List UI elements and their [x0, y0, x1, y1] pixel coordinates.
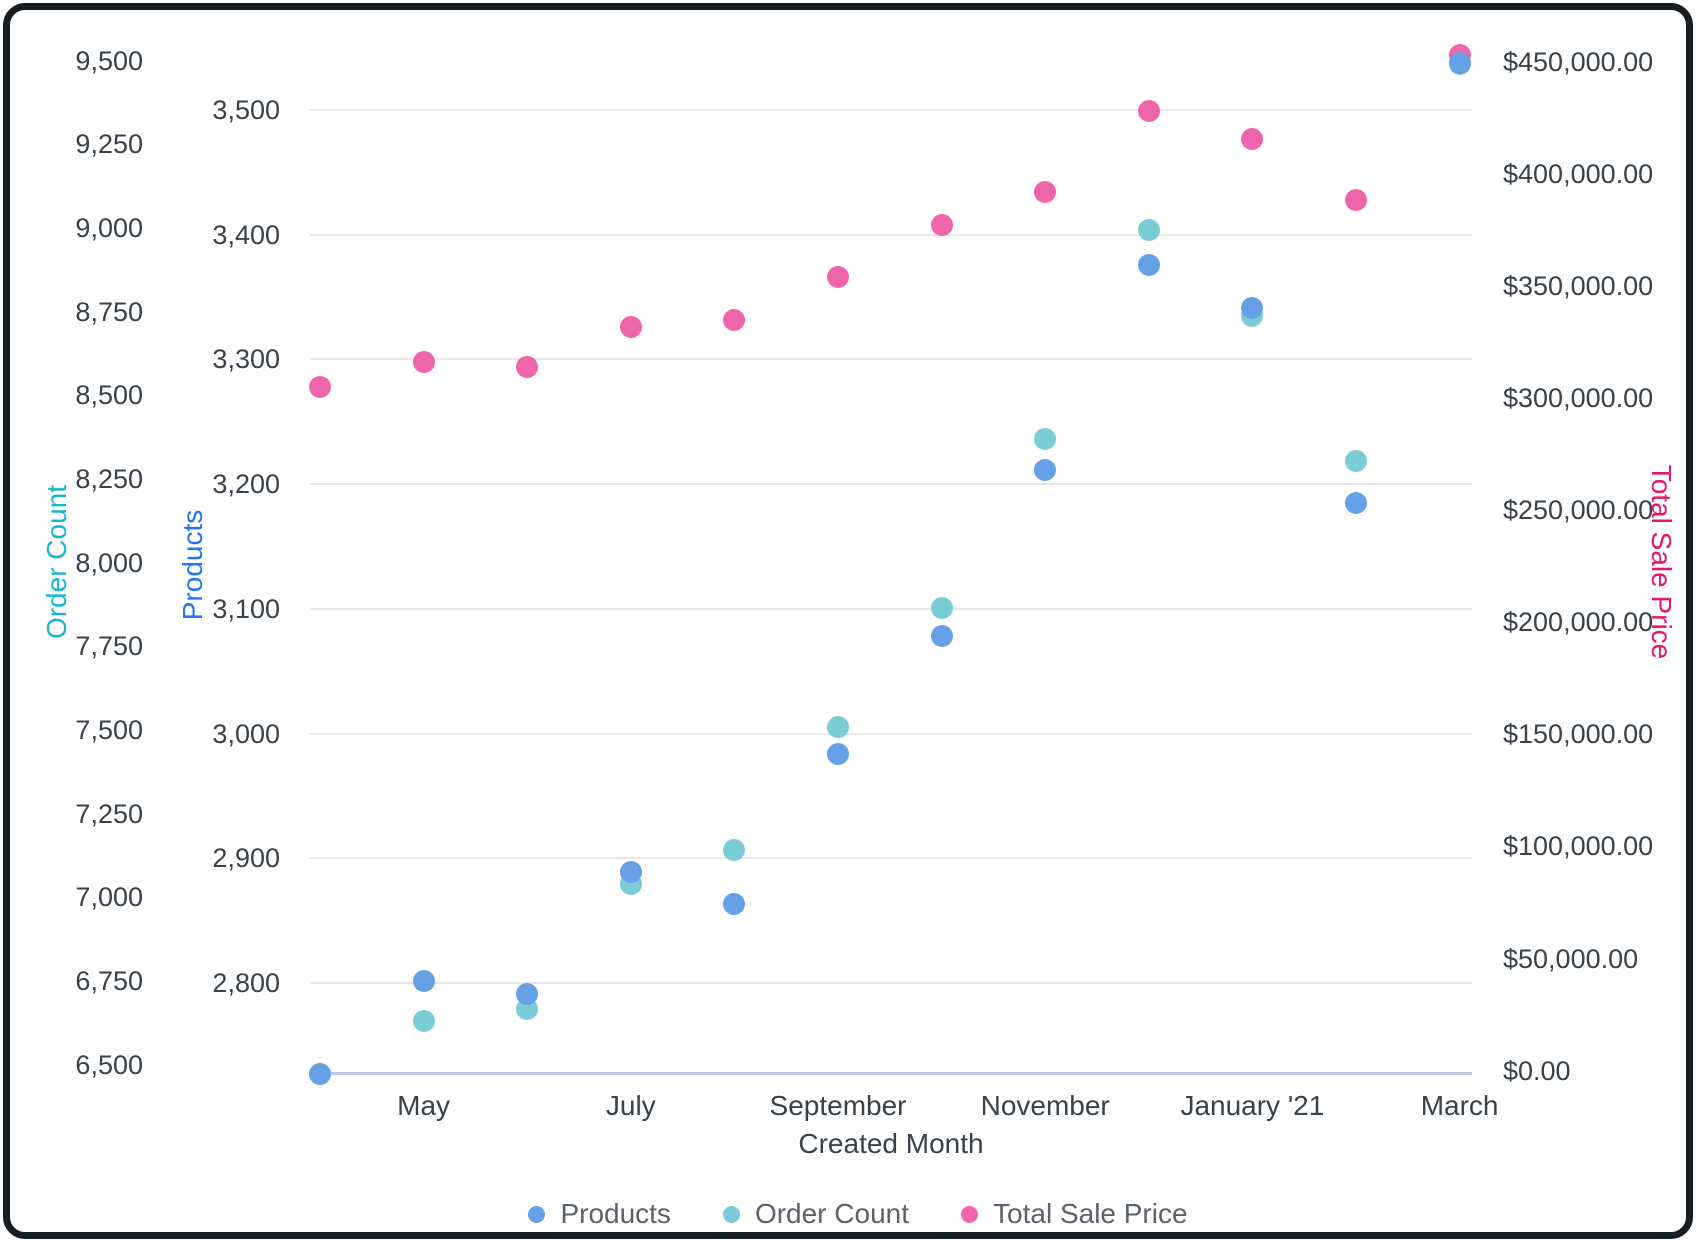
order-count-point[interactable]: [1345, 449, 1367, 472]
order-count-point[interactable]: [827, 715, 849, 738]
order-count-point[interactable]: [1034, 427, 1057, 450]
order-count-tick: 9,250: [75, 129, 143, 160]
order-count-tick: 7,750: [75, 631, 143, 662]
products-tick: 2,900: [212, 843, 280, 874]
total-sale-price-tick: $100,000.00: [1503, 831, 1654, 862]
order-count-tick: 8,250: [75, 463, 143, 494]
products-tick: 3,400: [212, 219, 280, 250]
gridline: [310, 109, 1472, 111]
products-tick: 3,300: [212, 344, 280, 375]
products-tick: 3,100: [212, 593, 280, 624]
gridline: [310, 982, 1472, 984]
products-point[interactable]: [619, 861, 642, 883]
total-sale-price-point[interactable]: [1345, 189, 1367, 212]
products-point[interactable]: [930, 625, 953, 648]
x-axis-label: November: [980, 1090, 1110, 1121]
total-sale-price-point[interactable]: [1137, 100, 1160, 123]
total-sale-price-point[interactable]: [412, 351, 435, 374]
order-count-tick: 9,000: [75, 213, 143, 243]
products-tick: 3,000: [212, 718, 280, 749]
products-point[interactable]: [1137, 253, 1160, 276]
x-axis-label: July: [605, 1090, 656, 1121]
legend-dot: [961, 1205, 979, 1223]
order-count-point[interactable]: [723, 839, 746, 862]
products-point[interactable]: [1448, 51, 1471, 74]
chart-legend: Products Order Count Total Sale Price: [10, 1198, 1686, 1230]
gridline: [310, 233, 1472, 236]
products-tick: 3,200: [212, 469, 280, 500]
legend-label: Total Sale Price: [993, 1198, 1188, 1229]
products-point[interactable]: [723, 893, 746, 916]
gridline: [310, 732, 1472, 735]
total-sale-price-tick: $400,000.00: [1503, 158, 1654, 189]
products-point[interactable]: [827, 742, 849, 765]
total-sale-price-point[interactable]: [1241, 128, 1264, 151]
gridline: [310, 358, 1472, 361]
gridline: [310, 607, 1472, 610]
order-count-tick: 7,250: [75, 798, 143, 829]
order-count-tick: 7,500: [75, 714, 143, 745]
legend-item-products[interactable]: Products: [528, 1198, 671, 1230]
total-sale-price-tick: $150,000.00: [1503, 719, 1654, 750]
order-count-point[interactable]: [412, 1010, 435, 1033]
total-sale-price-point[interactable]: [723, 308, 746, 331]
total-sale-price-tick: $200,000.00: [1503, 607, 1654, 638]
x-axis-line: [310, 1072, 1472, 1075]
products-point[interactable]: [412, 969, 435, 992]
total-sale-price-tick: $0.00: [1503, 1055, 1571, 1086]
total-sale-price-point[interactable]: [309, 375, 331, 398]
scatter-plot: 9,500 9,250 9,000 8,750 8,500 8,250 8,000 7,750…: [10, 10, 1686, 1232]
total-sale-price-point[interactable]: [827, 265, 849, 288]
total-sale-price-tick: $450,000.00: [1503, 46, 1654, 77]
products-point[interactable]: [516, 983, 539, 1006]
legend-item-total-sale-price[interactable]: Total Sale Price: [961, 1198, 1188, 1230]
products-point[interactable]: [1241, 297, 1264, 320]
products-tick: 2,800: [212, 968, 280, 998]
chart-card: 9,500 9,250 9,000 8,750 8,500 8,250 8,000 7,750…: [3, 3, 1693, 1239]
order-count-point[interactable]: [1137, 219, 1160, 241]
legend-dot: [528, 1205, 546, 1223]
order-count-tick: 8,750: [75, 296, 143, 327]
order-count-axis-title: Order Count: [41, 484, 72, 640]
order-count-tick: 7,000: [75, 882, 143, 913]
order-count-tick: 6,750: [75, 965, 143, 996]
x-axis-label: May: [397, 1090, 451, 1121]
total-sale-price-point[interactable]: [516, 355, 539, 378]
gridline: [310, 483, 1472, 486]
products-point[interactable]: [309, 1063, 331, 1086]
products-point[interactable]: [1345, 491, 1367, 514]
order-count-tick: 8,500: [75, 380, 143, 411]
total-sale-price-tick: $250,000.00: [1503, 495, 1654, 526]
products-tick: 3,500: [212, 95, 280, 125]
legend-item-order-count[interactable]: Order Count: [722, 1198, 910, 1230]
total-sale-price-point[interactable]: [1034, 180, 1057, 203]
order-count-point[interactable]: [930, 597, 953, 620]
x-axis-label: January '21: [1180, 1090, 1325, 1121]
total-sale-price-point[interactable]: [619, 316, 642, 339]
gridline: [310, 857, 1472, 860]
order-count-tick: 6,500: [75, 1049, 143, 1080]
total-sale-price-point[interactable]: [930, 214, 953, 237]
total-sale-price-tick: $300,000.00: [1503, 383, 1654, 413]
order-count-tick: 8,000: [75, 547, 143, 578]
total-sale-price-tick: $50,000.00: [1503, 943, 1639, 974]
x-axis-label: March: [1420, 1090, 1499, 1121]
legend-label: Order Count: [754, 1198, 910, 1229]
legend-dot: [722, 1205, 740, 1223]
order-count-tick: 9,500: [75, 45, 143, 76]
products-point[interactable]: [1034, 459, 1057, 482]
legend-label: Products: [560, 1198, 671, 1229]
total-sale-price-tick: $350,000.00: [1503, 270, 1654, 301]
total-sale-price-axis-title: Total Sale Price: [1646, 464, 1677, 660]
x-axis-label: September: [769, 1090, 907, 1121]
products-axis-title: Products: [177, 509, 208, 621]
x-axis-title: Created Month: [798, 1128, 984, 1159]
